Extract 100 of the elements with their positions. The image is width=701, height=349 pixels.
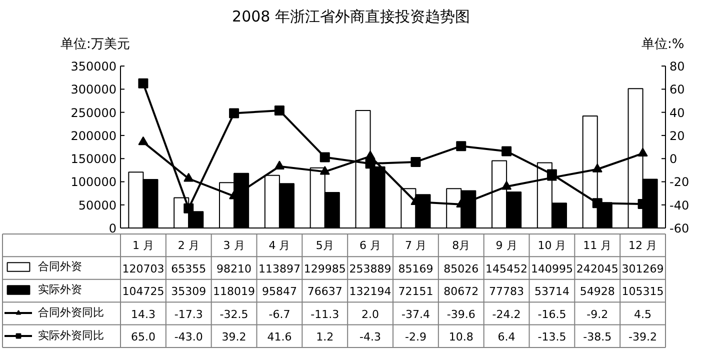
y2-tick-label: -60: [670, 222, 690, 236]
y-axis-title: 单位:万美元: [60, 36, 130, 52]
data-label: -6.7: [268, 308, 290, 321]
point: [184, 203, 194, 214]
y-tick-label: 300000: [70, 82, 117, 97]
point: [184, 172, 194, 182]
data-label: -37.4: [401, 308, 430, 321]
data-label: 54928: [580, 285, 615, 298]
data-label: -4.3: [360, 330, 382, 344]
data-label: 65.0: [130, 330, 156, 344]
data-label: -13.5: [538, 330, 566, 344]
data-label: 301269: [622, 262, 664, 276]
point: [410, 156, 421, 167]
x-tick-label: 1 月: [132, 238, 154, 252]
data-label: 132194: [349, 285, 392, 298]
legend-label: 合同外资: [38, 259, 82, 275]
point: [229, 108, 240, 118]
data-label: -39.2: [628, 330, 658, 344]
data-label: -24.2: [492, 308, 521, 321]
x-tick-label: 9 月: [496, 238, 518, 252]
legend-label: 实际外资同比: [38, 328, 104, 344]
x-tick-label: 3 月: [223, 238, 245, 252]
data-label: 80672: [444, 285, 479, 298]
data-label: 65355: [171, 262, 206, 276]
data-label: 253889: [349, 262, 392, 276]
data-label: 1.2: [316, 330, 334, 344]
data-label: 85169: [398, 262, 434, 276]
chart-title: 2008 年浙江省外商直接投资趋势图: [232, 8, 470, 26]
data-label: 140995: [530, 262, 573, 276]
y-tick-label: 200000: [70, 128, 117, 143]
data-label: 35309: [171, 285, 206, 298]
point: [138, 136, 148, 146]
point: [592, 164, 602, 172]
x-tick-label: 10 月: [538, 238, 566, 252]
data-label: -2.9: [404, 330, 426, 344]
y-tick-label: 0: [108, 222, 117, 236]
data-label: 113897: [258, 262, 300, 276]
data-label: 14.3: [130, 308, 156, 321]
point: [456, 141, 466, 152]
point: [546, 169, 557, 180]
data-label: -32.5: [220, 308, 248, 321]
y2-tick-label: 80: [670, 60, 685, 74]
point: [638, 148, 648, 156]
data-label: 105315: [622, 285, 664, 298]
data-label: 242045: [576, 262, 618, 276]
y-tick-label: 100000: [70, 175, 117, 190]
point: [274, 105, 284, 116]
data-label: 76637: [307, 285, 342, 298]
data-label: -16.5: [538, 308, 566, 321]
data-label: -38.5: [583, 330, 612, 344]
data-label: 72151: [398, 285, 434, 298]
data-label: 95847: [262, 285, 297, 298]
y2-tick-label: 60: [670, 82, 685, 97]
data-label: -43.0: [174, 330, 203, 344]
x-tick-label: 8月: [452, 238, 470, 252]
x-tick-label: 12 月: [628, 238, 658, 252]
x-tick-label: 4 月: [268, 238, 290, 252]
legend-label: 合同外资同比: [38, 305, 104, 321]
data-label: 85026: [444, 262, 479, 276]
data-label: 104725: [122, 285, 164, 298]
x-tick-label: 7 月: [404, 238, 426, 252]
x-tick-label: 11 月: [583, 238, 612, 252]
data-label: -17.3: [174, 308, 203, 321]
data-label: 98210: [216, 262, 252, 276]
point: [274, 160, 284, 170]
data-label: 41.6: [267, 330, 292, 344]
data-label: -39.6: [446, 308, 476, 321]
y2-tick-label: 0: [670, 152, 678, 166]
point: [320, 166, 330, 175]
data-label: 120703: [122, 262, 164, 276]
x-tick-label: 6 月: [360, 238, 382, 252]
y2-tick-label: 40: [670, 106, 685, 120]
data-label: 2.0: [362, 308, 380, 321]
data-label: 10.8: [448, 330, 474, 344]
data-label: 118019: [213, 285, 256, 298]
data-label: -9.2: [586, 308, 608, 321]
y-tick-label: 250000: [70, 106, 117, 120]
y2-tick-label: -20: [670, 175, 690, 190]
x-tick-label: 5月: [316, 238, 334, 252]
y2-axis-title: 单位:%: [642, 37, 684, 52]
point: [320, 152, 330, 162]
point: [138, 78, 148, 88]
y2-tick-label: -40: [670, 198, 690, 212]
data-label: 145452: [486, 262, 528, 276]
point: [365, 158, 376, 169]
x-tick-label: 2 月: [178, 238, 200, 252]
point: [502, 146, 512, 156]
data-label: 6.4: [498, 330, 516, 344]
data-label: -11.3: [310, 308, 340, 321]
legend-label: 实际外资: [38, 282, 82, 298]
data-label: 4.5: [634, 308, 652, 321]
y-tick-label: 350000: [70, 60, 117, 74]
y2-tick-label: 20: [670, 128, 685, 143]
data-label: 77783: [489, 285, 524, 298]
point: [502, 180, 512, 190]
point: [592, 198, 602, 208]
y-tick-label: 150000: [70, 152, 117, 166]
y-tick-label: 50000: [78, 198, 117, 212]
data-label: 129985: [304, 262, 346, 276]
data-label: 53714: [534, 285, 570, 298]
